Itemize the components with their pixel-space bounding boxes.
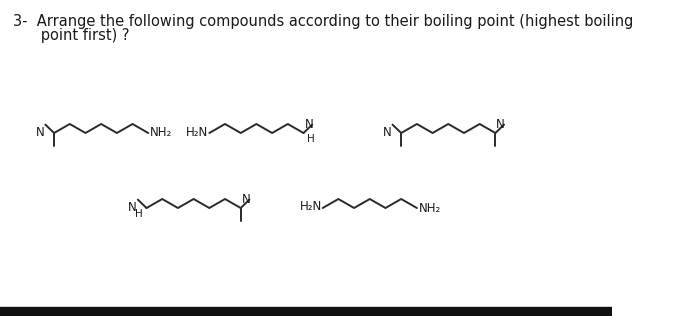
Text: NH₂: NH₂: [150, 126, 172, 139]
Text: 3-  Arrange the following compounds according to their boiling point (highest bo: 3- Arrange the following compounds accor…: [13, 14, 634, 29]
Text: NH₂: NH₂: [419, 202, 441, 215]
Text: H₂N: H₂N: [300, 200, 322, 214]
Text: N: N: [496, 118, 505, 131]
Text: H: H: [307, 134, 315, 144]
Text: N: N: [241, 193, 251, 206]
Text: N: N: [304, 118, 313, 131]
Text: N: N: [36, 126, 45, 139]
Text: N: N: [128, 201, 137, 214]
Text: N: N: [383, 126, 391, 139]
Text: H: H: [135, 209, 143, 219]
Text: H₂N: H₂N: [186, 125, 209, 138]
Text: point first) ?: point first) ?: [13, 28, 130, 43]
